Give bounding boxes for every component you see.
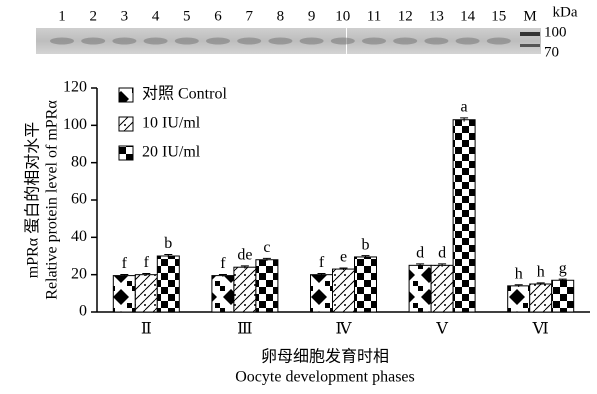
bar	[157, 256, 179, 312]
value-label: g	[559, 260, 567, 277]
y-tick-label: 80	[71, 153, 87, 170]
y-axis-label: Relative protein level of mPRα	[44, 100, 61, 300]
y-tick-label: 100	[63, 116, 87, 133]
blot-band	[487, 38, 511, 45]
bar	[431, 265, 453, 312]
bar	[135, 275, 157, 312]
blot-marker: 70	[544, 44, 559, 60]
blot-unit: kDa	[553, 4, 578, 20]
legend-swatch	[119, 146, 133, 160]
legend-label: 20 IU/ml	[142, 144, 201, 161]
value-label: d	[438, 245, 446, 262]
value-label: h	[537, 264, 545, 281]
lane-label: 3	[121, 8, 129, 24]
value-label: e	[340, 249, 347, 266]
y-tick-label: 60	[71, 191, 87, 208]
bar	[234, 267, 256, 312]
blot-band	[331, 38, 355, 45]
value-label: d	[416, 245, 424, 262]
legend-label: 对照 Control	[142, 85, 227, 103]
legend-swatch	[119, 88, 133, 102]
lane-label: 2	[89, 8, 97, 24]
lane-label: 8	[277, 8, 285, 24]
y-axis-label: mPRα 蛋白的相对水平	[24, 122, 42, 278]
lane-label: 12	[398, 8, 413, 24]
blot-band	[175, 38, 199, 45]
value-label: f	[144, 254, 150, 271]
blot-band	[456, 38, 480, 45]
blot-band	[268, 38, 292, 45]
x-tick-label: Ⅳ	[336, 321, 353, 338]
bar	[311, 275, 333, 312]
blot-band	[144, 38, 168, 45]
legend-swatch	[119, 117, 133, 131]
bar	[355, 257, 377, 312]
blot-band	[112, 38, 136, 45]
value-label: a	[461, 99, 468, 116]
lane-label: 4	[152, 8, 160, 24]
y-tick-label: 40	[71, 228, 87, 245]
bar	[212, 276, 234, 312]
blot-band	[300, 38, 324, 45]
value-label: f	[122, 255, 128, 272]
bar	[256, 260, 278, 312]
lane-label: 1	[58, 8, 66, 24]
lane-label: 10	[335, 8, 350, 24]
blot-band	[424, 38, 448, 45]
blot-band	[50, 38, 74, 45]
bar	[530, 284, 552, 312]
y-tick-label: 20	[71, 265, 87, 282]
x-tick-label: Ⅲ	[237, 321, 252, 338]
blot-marker: 100	[544, 24, 567, 40]
value-label: c	[263, 239, 270, 256]
value-label: de	[237, 247, 252, 264]
lane-label: 5	[183, 8, 191, 24]
lane-label: 11	[367, 8, 381, 24]
value-label: h	[515, 265, 523, 282]
lane-label: 13	[429, 8, 444, 24]
marker-band	[520, 32, 540, 36]
x-axis-label: Oocyte development phases	[235, 369, 415, 386]
value-label: b	[362, 236, 370, 253]
blot-band	[81, 38, 105, 45]
y-tick-label: 0	[79, 303, 87, 320]
x-tick-label: Ⅵ	[532, 321, 549, 338]
value-label: f	[220, 255, 226, 272]
lane-label: 6	[214, 8, 222, 24]
lane-label: 14	[460, 8, 476, 24]
x-tick-label: Ⅴ	[435, 321, 448, 338]
legend-label: 10 IU/ml	[142, 115, 201, 132]
bar	[453, 120, 475, 312]
bar	[333, 269, 355, 312]
bar	[508, 286, 530, 312]
blot-band	[362, 38, 386, 45]
blot-band	[206, 38, 230, 45]
lane-label: 9	[308, 8, 316, 24]
lane-label: 15	[491, 8, 506, 24]
value-label: f	[319, 254, 325, 271]
value-label: b	[164, 235, 172, 252]
marker-band	[520, 44, 540, 47]
chart: kDa 100 70 mPRα 蛋白的相对水平 Relative protein…	[0, 0, 597, 394]
bar	[552, 280, 574, 312]
bar	[113, 276, 135, 312]
blot-band	[393, 38, 417, 45]
bar	[409, 265, 431, 312]
lane-label: 7	[245, 8, 253, 24]
y-tick-label: 120	[63, 79, 87, 96]
lane-label: M	[523, 8, 536, 24]
x-tick-label: Ⅱ	[141, 321, 152, 338]
blot-band	[237, 38, 261, 45]
x-axis-label: 卵母细胞发育时相	[261, 348, 389, 366]
